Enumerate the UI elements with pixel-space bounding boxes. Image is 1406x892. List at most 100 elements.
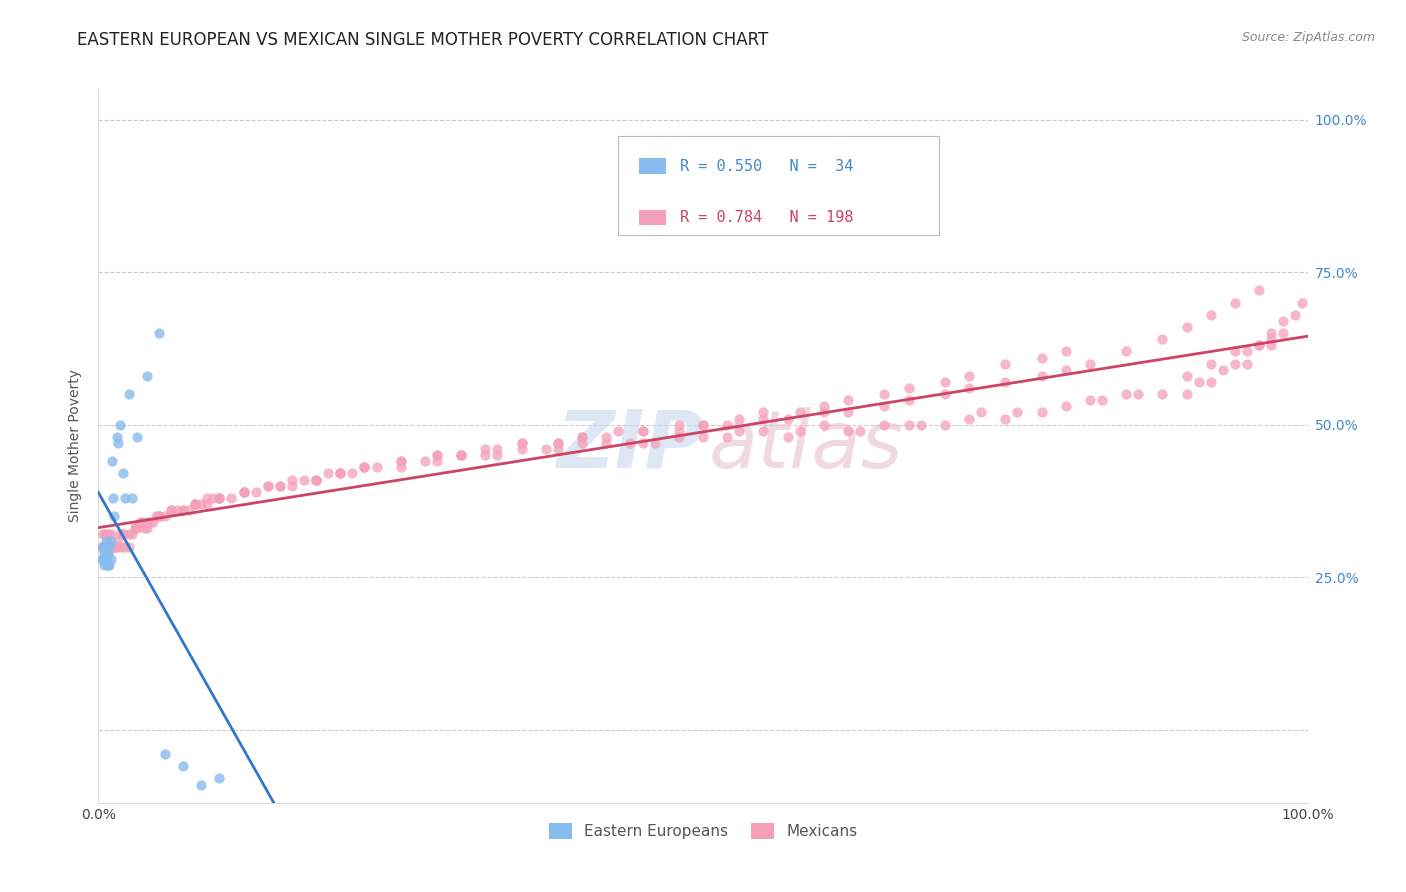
Point — [208, 491, 231, 505]
Point — [172, 759, 194, 773]
Point — [121, 527, 143, 541]
Point — [1175, 368, 1198, 383]
Point — [100, 454, 122, 468]
Point — [148, 509, 170, 524]
Point — [190, 497, 212, 511]
Point — [813, 405, 835, 419]
Point — [668, 424, 690, 438]
Point — [957, 381, 980, 395]
Point — [94, 527, 117, 541]
Point — [571, 436, 593, 450]
Point — [108, 417, 131, 432]
Point — [1199, 357, 1222, 371]
Point — [202, 491, 225, 505]
Point — [148, 509, 170, 524]
Point — [94, 551, 117, 566]
Point — [1260, 326, 1282, 341]
Point — [1152, 387, 1174, 401]
Point — [728, 411, 751, 425]
Point — [389, 454, 412, 468]
Point — [172, 503, 194, 517]
Point — [118, 387, 141, 401]
Point — [1236, 357, 1258, 371]
Point — [510, 436, 533, 450]
Point — [1031, 368, 1053, 383]
Point — [184, 497, 207, 511]
Point — [934, 417, 956, 432]
Point — [849, 424, 872, 438]
Point — [644, 436, 666, 450]
Point — [353, 460, 375, 475]
Point — [129, 515, 152, 529]
Point — [486, 448, 509, 462]
Point — [1078, 393, 1101, 408]
Point — [292, 473, 315, 487]
Point — [172, 503, 194, 517]
Point — [281, 473, 304, 487]
Text: atlas: atlas — [709, 407, 904, 485]
Point — [413, 454, 436, 468]
Point — [510, 442, 533, 456]
Legend: Eastern Europeans, Mexicans: Eastern Europeans, Mexicans — [543, 817, 863, 845]
Text: Source: ZipAtlas.com: Source: ZipAtlas.com — [1241, 31, 1375, 45]
Point — [105, 533, 128, 548]
Point — [105, 430, 128, 444]
Point — [474, 442, 496, 456]
Point — [547, 442, 569, 456]
Point — [135, 521, 157, 535]
Point — [256, 478, 278, 492]
Point — [121, 491, 143, 505]
Text: R = 0.784   N = 198: R = 0.784 N = 198 — [681, 211, 853, 225]
Point — [934, 387, 956, 401]
Point — [789, 405, 811, 419]
Point — [208, 491, 231, 505]
Point — [111, 527, 134, 541]
Point — [1223, 344, 1246, 359]
Point — [934, 375, 956, 389]
Point — [897, 381, 920, 395]
Point — [1223, 295, 1246, 310]
Point — [1291, 295, 1313, 310]
Point — [93, 558, 115, 572]
Point — [595, 436, 617, 450]
Point — [1115, 344, 1137, 359]
Point — [148, 509, 170, 524]
Point — [269, 478, 291, 492]
Point — [837, 393, 859, 408]
Point — [1031, 351, 1053, 365]
Point — [281, 478, 304, 492]
Point — [776, 430, 799, 444]
Point — [450, 448, 472, 462]
Point — [148, 326, 170, 341]
Point — [145, 509, 167, 524]
Point — [1128, 387, 1150, 401]
Point — [1249, 338, 1271, 352]
FancyBboxPatch shape — [638, 210, 665, 226]
Point — [93, 540, 115, 554]
Point — [101, 491, 124, 505]
Point — [631, 424, 654, 438]
Point — [1031, 405, 1053, 419]
Point — [426, 448, 449, 462]
Point — [208, 772, 231, 786]
Point — [353, 460, 375, 475]
Point — [813, 400, 835, 414]
Point — [305, 473, 328, 487]
Point — [873, 400, 896, 414]
Point — [135, 515, 157, 529]
Point — [97, 546, 120, 560]
Point — [127, 521, 149, 535]
Point — [510, 436, 533, 450]
Point — [692, 417, 714, 432]
Point — [1249, 284, 1271, 298]
Point — [160, 503, 183, 517]
Point — [232, 484, 254, 499]
Point — [160, 503, 183, 517]
Point — [486, 442, 509, 456]
Point — [668, 417, 690, 432]
Point — [97, 546, 120, 560]
Point — [94, 533, 117, 548]
Point — [129, 515, 152, 529]
Point — [1249, 338, 1271, 352]
Point — [1272, 326, 1295, 341]
